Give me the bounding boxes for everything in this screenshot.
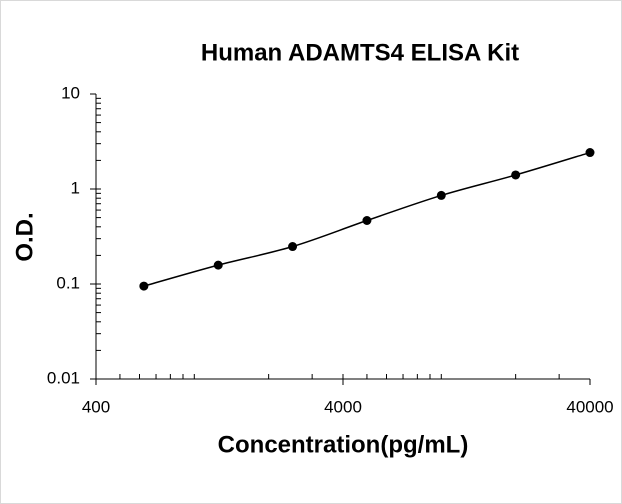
x-axis-label: Concentration(pg/mL) xyxy=(218,431,469,458)
chart-title: Human ADAMTS4 ELISA Kit xyxy=(201,39,519,66)
y-tick-label: 10 xyxy=(61,83,80,102)
x-tick-label: 4000 xyxy=(324,397,362,416)
y-axis-label: O.D. xyxy=(11,212,38,261)
data-point xyxy=(511,170,521,180)
data-point xyxy=(139,281,149,291)
data-point xyxy=(362,216,372,226)
data-point xyxy=(213,260,223,270)
y-tick-label: 0.01 xyxy=(47,368,80,387)
y-tick-label: 1 xyxy=(71,178,80,197)
data-point xyxy=(288,242,298,252)
y-tick-label: 0.1 xyxy=(56,273,80,292)
x-tick-label: 40000 xyxy=(566,397,613,416)
data-point xyxy=(436,190,446,200)
x-tick-label: 400 xyxy=(82,397,110,416)
data-point xyxy=(585,148,595,158)
